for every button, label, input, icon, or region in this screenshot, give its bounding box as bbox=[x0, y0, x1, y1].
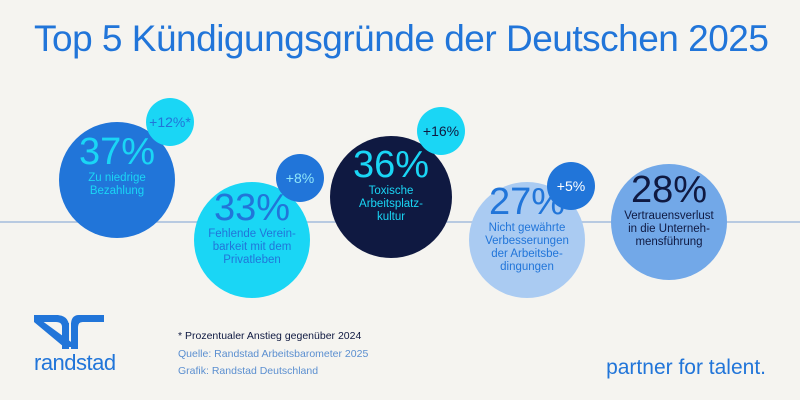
bubble-label: Verbesserungen bbox=[485, 235, 569, 247]
bubble-label: mensführung bbox=[635, 236, 702, 248]
bubble-label: Zu niedrige bbox=[88, 172, 146, 184]
badge-circle bbox=[146, 98, 194, 146]
bubble-label: der Arbeitsbe- bbox=[491, 248, 563, 260]
bubble-value: 28% bbox=[631, 169, 707, 211]
footnote-source: Quelle: Randstad Arbeitsbarometer 2025 bbox=[178, 348, 369, 360]
bubble-circle bbox=[330, 136, 452, 258]
bubble-label: Fehlende Verein- bbox=[208, 228, 296, 240]
bubble-circle bbox=[469, 182, 585, 298]
badge-circle bbox=[417, 107, 465, 155]
bubble-label: Vertrauensverlust bbox=[624, 210, 714, 222]
footnote-graphic: Grafik: Randstad Deutschland bbox=[178, 365, 319, 377]
randstad-logo-text: randstad bbox=[34, 350, 116, 375]
bubble-label: in die Unterneh- bbox=[628, 223, 710, 235]
bubble-label: Toxische bbox=[369, 185, 414, 197]
change-badge: +5% bbox=[547, 162, 595, 210]
bubble-circle bbox=[59, 122, 175, 238]
badge-label: +12%* bbox=[149, 114, 191, 130]
bubble-label: Arbeitsplatz- bbox=[359, 198, 423, 210]
bubble-label: Bezahlung bbox=[90, 185, 144, 197]
badge-label: +16% bbox=[423, 123, 459, 139]
change-badge: +12%* bbox=[146, 98, 194, 146]
randstad-logo-icon bbox=[34, 315, 104, 349]
bubble-circle bbox=[194, 182, 310, 298]
badge-circle bbox=[547, 162, 595, 210]
bubble-label: Privatleben bbox=[223, 254, 281, 266]
tagline: partner for talent. bbox=[606, 356, 766, 379]
change-badge: +8% bbox=[276, 154, 324, 202]
bubble-label: Nicht gewährte bbox=[489, 222, 566, 234]
change-badge: +16% bbox=[417, 107, 465, 155]
badge-label: +5% bbox=[557, 178, 585, 194]
page-title: Top 5 Kündigungsgründe der Deutschen 202… bbox=[34, 18, 769, 59]
footnote-asterisk: * Prozentualer Anstieg gegenüber 2024 bbox=[178, 330, 362, 342]
bubble-label: barkeit mit dem bbox=[213, 241, 292, 253]
bubble-circle bbox=[611, 164, 727, 280]
bubble-value: 37% bbox=[79, 131, 155, 173]
badge-circle bbox=[276, 154, 324, 202]
bubble-label: kultur bbox=[377, 211, 405, 223]
bubble-2: 33%Fehlende Verein-barkeit mit demPrivat… bbox=[194, 182, 310, 298]
bubble-value: 33% bbox=[214, 187, 290, 229]
badge-label: +8% bbox=[286, 170, 314, 186]
bubble-label: dingungen bbox=[500, 261, 554, 273]
bubble-value: 36% bbox=[353, 144, 429, 186]
